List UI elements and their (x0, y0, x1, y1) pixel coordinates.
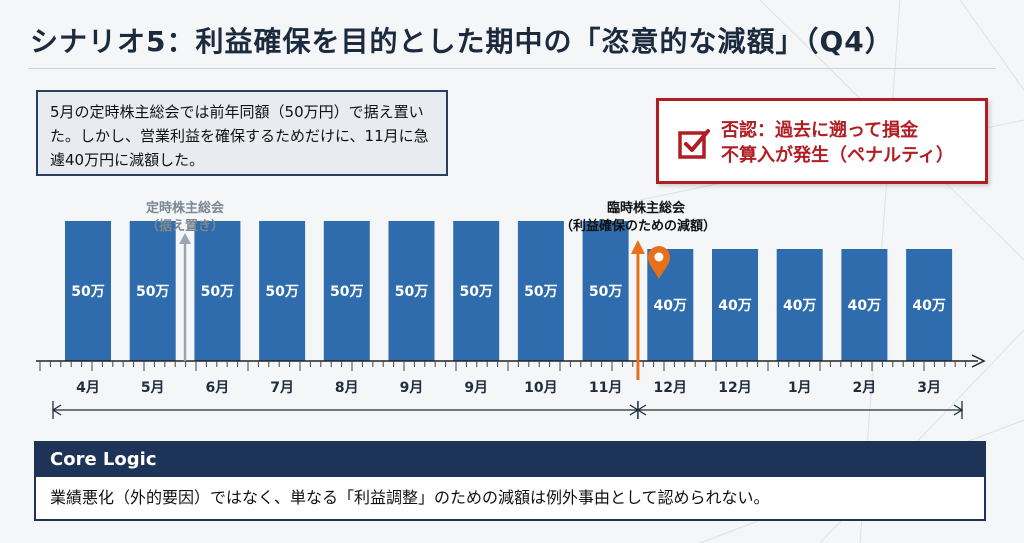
denial-alert-line1: 否認：過去に遡って損金 (721, 120, 919, 141)
scenario-note-text: 5月の定時株主総会では前年同額（50万円）で据え置いた。しかし、営業利益を確保す… (50, 103, 429, 169)
month-label: 2月 (853, 380, 877, 396)
axis-layer: 4月 5月 6月 7月 8月 9月 9月 10月 11月 12月 12月 1月 2月 3月 (36, 354, 986, 419)
bar (453, 221, 500, 361)
checkbox-icon (678, 129, 710, 159)
bar-value-label: 50万 (395, 284, 428, 300)
bar (388, 221, 435, 361)
page-title: シナリオ5：利益確保を目的とした期中の「恣意的な減額」（Q4） (30, 25, 894, 58)
x-axis-arrow (971, 354, 986, 368)
bar-value-label: 40万 (654, 298, 687, 314)
reduction-marker-arrowhead (630, 240, 645, 254)
bar-value-label: 50万 (136, 284, 169, 300)
bar-value-label: 50万 (265, 284, 298, 300)
bar (841, 249, 888, 361)
bar (323, 221, 370, 361)
bar-value-label: 50万 (589, 284, 622, 300)
location-pin-icon (647, 246, 670, 279)
scenario-note: 5月の定時株主総会では前年同額（50万円）で据え置いた。しかし、営業利益を確保す… (36, 90, 448, 176)
period-after-bracket-arrow-left (636, 404, 647, 416)
bar (259, 221, 306, 361)
bar (194, 221, 241, 361)
location-pin-dot (654, 252, 664, 262)
bar-value-label: 50万 (524, 284, 557, 300)
egm-annotation-line1: 臨時株主総会 (607, 200, 686, 216)
bar (582, 221, 629, 361)
denial-alert-line2: 不算入が発生（ペナルティ） (721, 145, 954, 166)
bar (712, 249, 758, 361)
denial-alert: 否認：過去に遡って損金 不算入が発生（ペナルティ） (656, 98, 988, 184)
month-label: 8月 (335, 380, 359, 396)
annotation-layer: 定時株主総会 （据え置き） 臨時株主総会 （利益確保のための減額） (145, 200, 716, 380)
month-label: 5月 (141, 380, 165, 396)
bar (906, 249, 953, 361)
agm-annotation-line2: （据え置き） (146, 218, 224, 234)
month-label: 9月 (464, 380, 488, 396)
bar (776, 249, 823, 361)
month-label: 7月 (270, 380, 294, 396)
month-label: 1月 (788, 380, 812, 396)
month-label: 9月 (400, 380, 424, 396)
title-divider (28, 68, 996, 69)
compensation-chart: 50万 50万 50万 50万 50万 50万 50万 50万 50万 40万 40万 40万 40万 4… (36, 200, 986, 419)
bar-value-label: 40万 (718, 298, 751, 314)
core-logic-panel: Core Logic 業績悪化（外的要因）ではなく、単なる「利益調整」のための減… (34, 441, 986, 521)
bar-value-label: 40万 (783, 298, 816, 314)
agm-annotation-line1: 定時株主総会 (145, 200, 225, 216)
core-logic-heading: Core Logic (36, 443, 984, 477)
bar (517, 221, 564, 361)
egm-annotation-line2: （利益確保のための減額） (560, 218, 716, 234)
month-label: 12月 (718, 380, 751, 396)
month-label: 10月 (524, 380, 557, 396)
month-label: 6月 (206, 380, 230, 396)
bar-value-label: 50万 (459, 284, 492, 300)
bar-value-label: 50万 (71, 284, 104, 300)
month-label: 12月 (654, 380, 687, 396)
agm-marker-arrowhead (179, 233, 192, 244)
period-before-bracket-arrow-left (51, 404, 62, 416)
bar (65, 221, 111, 361)
core-logic-text: 業績悪化（外的要因）ではなく、単なる「利益調整」のための減額は例外事由として認め… (50, 488, 770, 507)
month-label: 4月 (76, 380, 100, 396)
bar-value-label: 50万 (330, 284, 363, 300)
period-after-bracket-arrow-right (953, 404, 964, 416)
bar-value-label: 40万 (912, 298, 945, 314)
month-label: 11月 (589, 380, 622, 396)
bars-layer: 50万 50万 50万 50万 50万 50万 50万 50万 50万 40万 40万 40万 40万 4… (65, 221, 953, 361)
bar (129, 221, 176, 361)
bar-value-label: 50万 (201, 284, 234, 300)
bar-value-label: 40万 (848, 298, 881, 314)
month-label: 3月 (917, 380, 941, 396)
denial-alert-text: 否認：過去に遡って損金 不算入が発生（ペナルティ） (721, 118, 983, 168)
